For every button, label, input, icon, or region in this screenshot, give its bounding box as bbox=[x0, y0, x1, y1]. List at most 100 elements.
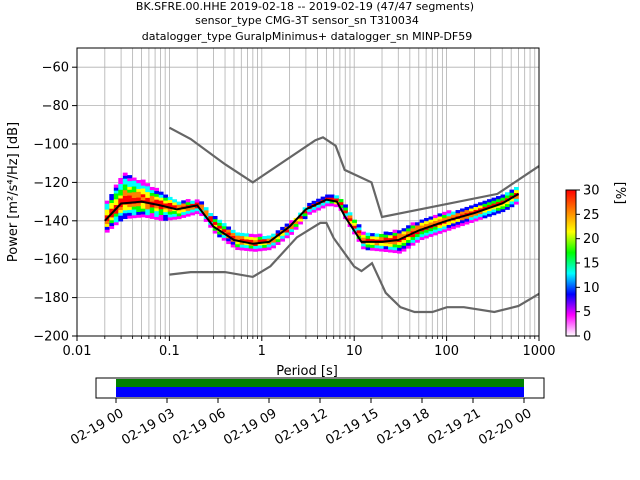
histogram-cell bbox=[437, 224, 443, 229]
histogram-cell bbox=[239, 232, 245, 237]
histogram-cell bbox=[167, 214, 173, 218]
histogram-cell bbox=[410, 233, 416, 238]
histogram-cell bbox=[469, 214, 474, 218]
histogram-cell bbox=[338, 199, 344, 203]
histogram-cell bbox=[154, 205, 160, 209]
histogram-cell bbox=[136, 208, 142, 212]
histogram-cell bbox=[190, 212, 196, 216]
histogram-cell bbox=[302, 210, 308, 214]
histogram-cell bbox=[154, 196, 160, 200]
histogram-cell bbox=[509, 189, 515, 193]
histogram-cell bbox=[433, 220, 438, 224]
histogram-cell bbox=[451, 214, 456, 218]
histogram-cell bbox=[455, 218, 461, 222]
histogram-cell bbox=[464, 218, 470, 222]
histogram-cell bbox=[158, 194, 164, 198]
histogram-cell bbox=[158, 197, 164, 201]
histogram-cell bbox=[419, 225, 425, 229]
histogram-cell bbox=[149, 192, 155, 196]
histogram-cell bbox=[131, 197, 137, 201]
histogram-cell bbox=[397, 236, 402, 240]
histogram-cell bbox=[428, 219, 434, 223]
histogram-cell bbox=[149, 186, 155, 191]
histogram-cell bbox=[172, 202, 178, 206]
timeline-tick-label: 02-19 18 bbox=[374, 406, 432, 448]
histogram-cell bbox=[122, 175, 128, 179]
histogram-cell bbox=[352, 219, 357, 223]
histogram-cell bbox=[172, 216, 178, 220]
histogram-cell bbox=[118, 218, 124, 222]
histogram-cell bbox=[185, 210, 191, 214]
histogram-cell bbox=[154, 187, 160, 192]
histogram-cell bbox=[140, 196, 146, 201]
histogram-cell bbox=[235, 243, 241, 248]
histogram-cell bbox=[172, 210, 178, 214]
histogram-cell bbox=[388, 249, 393, 253]
histogram-cell bbox=[118, 189, 124, 193]
histogram-cell bbox=[163, 200, 169, 204]
histogram-cell bbox=[500, 197, 506, 201]
histogram-cell bbox=[415, 228, 420, 232]
histogram-cell bbox=[275, 241, 281, 245]
histogram-cell bbox=[221, 237, 227, 241]
histogram-cell bbox=[127, 180, 133, 185]
histogram-cell bbox=[455, 224, 461, 228]
histogram-cell bbox=[167, 217, 173, 221]
histogram-cell bbox=[122, 192, 128, 196]
histogram-cell bbox=[226, 226, 232, 230]
histogram-cell bbox=[496, 204, 501, 208]
histogram-cell bbox=[158, 206, 164, 210]
histogram-cell bbox=[239, 241, 245, 245]
histogram-cell bbox=[136, 180, 142, 184]
histogram-cell bbox=[406, 231, 411, 235]
histogram-cell bbox=[383, 245, 389, 250]
histogram-cell bbox=[401, 248, 407, 252]
histogram-cell bbox=[491, 197, 497, 201]
histogram-cell bbox=[226, 240, 232, 245]
ppsd-plot-area: 0.01 0.1 1 10 100 1000 −200 −180 −160 −140 −120 −1… bbox=[6, 47, 556, 379]
histogram-cell bbox=[235, 232, 241, 236]
histogram-cell bbox=[244, 247, 250, 251]
histogram-cell bbox=[482, 212, 488, 216]
new-high-noise-model-line bbox=[168, 126, 540, 219]
x-axis-ticks: 0.01 0.1 1 10 100 1000 bbox=[63, 336, 556, 359]
histogram-cell bbox=[428, 222, 434, 226]
histogram-cell bbox=[122, 215, 128, 220]
histogram-cell bbox=[239, 244, 245, 248]
histogram-cell bbox=[158, 211, 164, 215]
histogram-cell bbox=[410, 242, 416, 246]
histogram-cell bbox=[212, 230, 218, 234]
histogram-cell bbox=[118, 186, 124, 190]
histogram-cell bbox=[397, 233, 402, 237]
histogram-cell bbox=[163, 197, 169, 201]
histogram-cell bbox=[370, 238, 375, 243]
histogram-cell bbox=[145, 194, 151, 198]
histogram-cell bbox=[176, 201, 182, 205]
colorbar-tick-label: 10 bbox=[583, 281, 600, 296]
histogram-cell bbox=[419, 236, 425, 241]
histogram-cell bbox=[230, 229, 236, 234]
histogram-cell bbox=[491, 200, 497, 204]
histogram-cell bbox=[217, 231, 223, 235]
histogram-cell bbox=[397, 230, 402, 234]
histogram-cell bbox=[406, 242, 411, 246]
histogram-cell bbox=[185, 201, 191, 206]
histogram-cell bbox=[158, 200, 164, 204]
histogram-cell bbox=[401, 242, 407, 246]
histogram-cell bbox=[451, 220, 456, 224]
histogram-cell bbox=[140, 193, 146, 198]
histogram-cell bbox=[406, 245, 411, 249]
histogram-cell bbox=[257, 233, 263, 237]
histogram-cell bbox=[401, 239, 407, 243]
y-tick-label: −100 bbox=[33, 138, 69, 153]
colorbar-tick-label: 15 bbox=[583, 257, 600, 272]
histogram-cell bbox=[122, 198, 128, 202]
histogram-cell bbox=[307, 211, 312, 215]
histogram-cell bbox=[131, 215, 137, 219]
histogram-cell bbox=[280, 232, 285, 236]
figure-title: BK.SFRE.00.HHE 2019-02-18 -- 2019-02-19 … bbox=[136, 0, 474, 43]
histogram-cell bbox=[428, 216, 434, 220]
histogram-cell bbox=[131, 209, 137, 213]
histogram-cell bbox=[464, 209, 470, 213]
histogram-cell bbox=[392, 247, 398, 251]
